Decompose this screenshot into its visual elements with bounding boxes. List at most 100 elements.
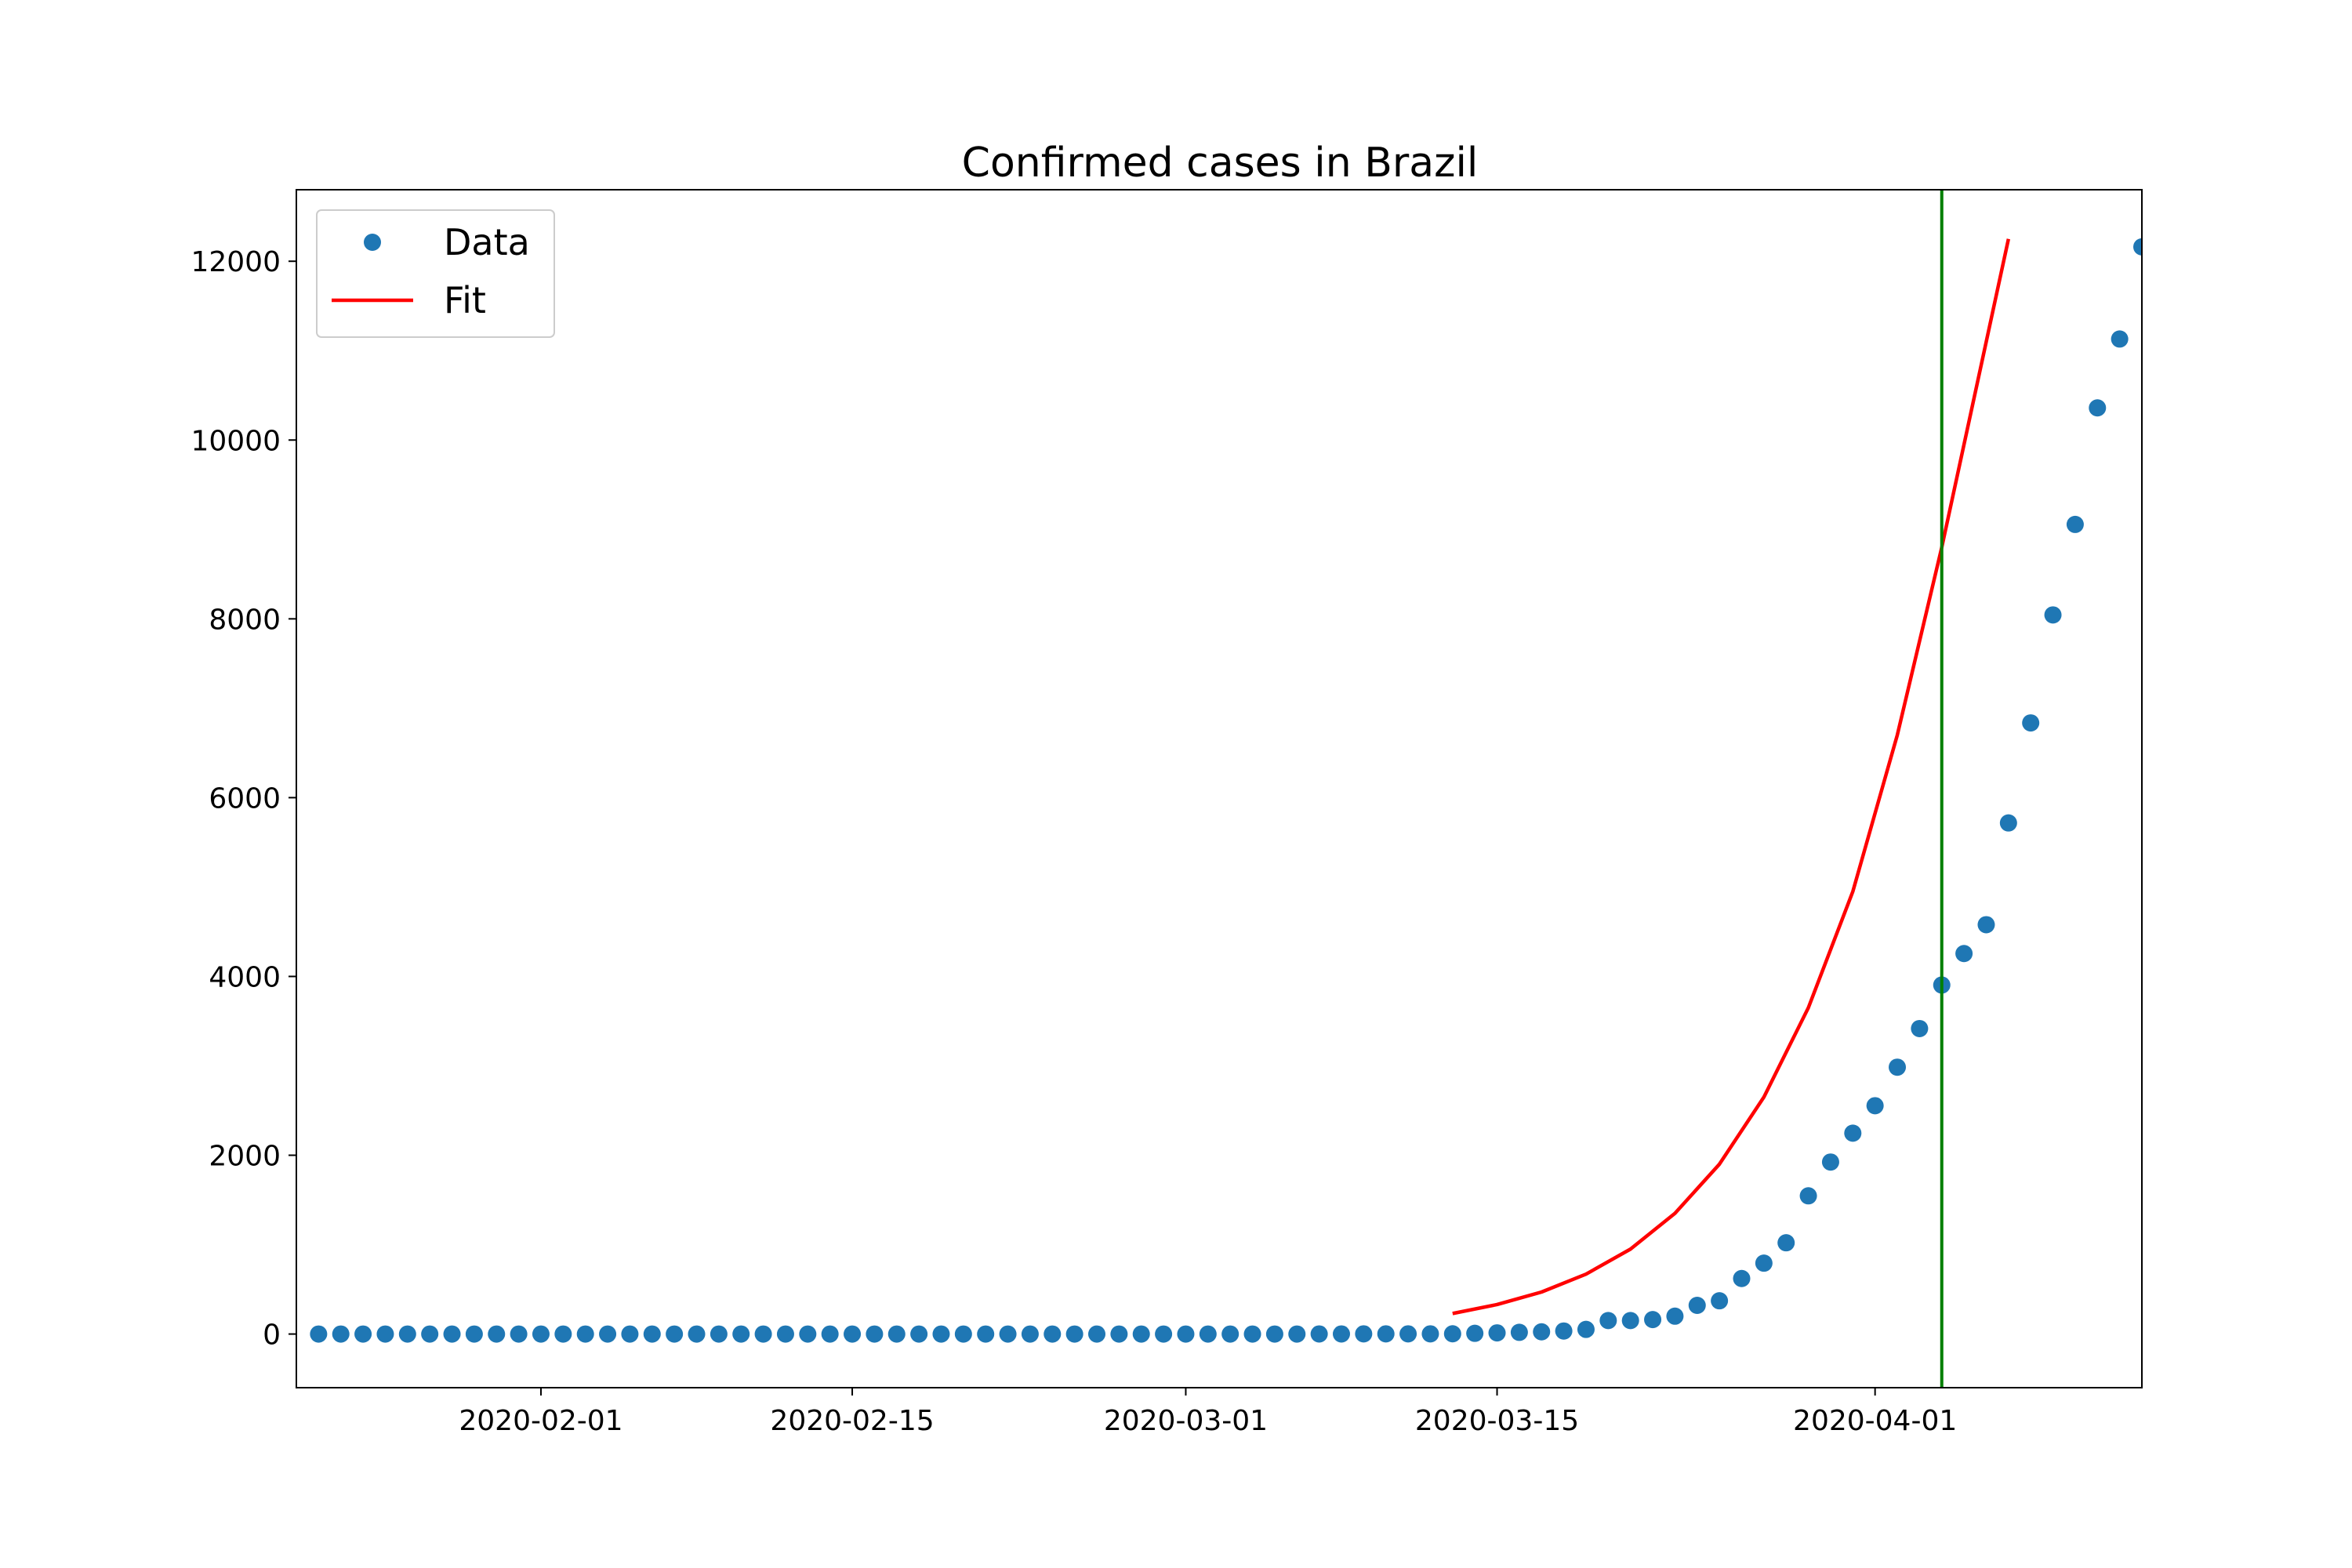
data-point [1733,1269,1751,1287]
data-point [532,1325,550,1343]
y-tick-label: 2000 [209,1141,281,1173]
legend: Data Fit [316,209,555,338]
data-point [1866,1097,1884,1115]
data-point [1155,1325,1173,1343]
data-point [1488,1324,1506,1342]
data-point [999,1325,1017,1343]
data-point [1577,1320,1595,1338]
data-point [1132,1325,1150,1343]
y-tick-label: 6000 [209,782,281,815]
data-point [1443,1325,1461,1343]
data-point [1221,1325,1240,1343]
data-point [1332,1325,1350,1343]
data-point [910,1325,928,1343]
data-point [1466,1324,1484,1342]
data-point [1666,1307,1684,1325]
data-point [443,1325,461,1343]
legend-data-marker [364,234,381,251]
data-point [710,1325,728,1343]
data-point [1510,1323,1528,1341]
data-point [2133,238,2142,256]
data-point [2066,515,2084,533]
data-point [799,1325,817,1343]
chart-title: Confirmed cases in Brazil [962,140,1479,187]
data-point [688,1325,706,1343]
legend-label-data: Data [444,221,530,263]
data-point [398,1325,416,1343]
x-tick-label: 2020-02-01 [459,1405,622,1437]
data-point [1621,1312,1639,1330]
data-point [599,1325,617,1343]
x-tick-label: 2020-03-15 [1415,1405,1579,1437]
data-point [932,1325,950,1343]
data-point [1421,1325,1439,1343]
y-tick-label: 8000 [209,604,281,636]
data-point [1044,1325,1062,1343]
data-point [421,1325,439,1343]
data-point [844,1325,862,1343]
data-point [1889,1058,1907,1076]
x-tick-label: 2020-02-15 [770,1405,934,1437]
data-point [576,1325,594,1343]
y-tick-label: 12000 [191,246,281,278]
data-point [954,1325,972,1343]
data-point [1288,1325,1306,1343]
data-point [2044,606,2062,624]
data-point [1599,1312,1617,1330]
axes: 2020-02-01 2020-02-15 2020-03-01 2020-03-15… [191,189,2143,1437]
data-point [977,1325,995,1343]
data-point [1799,1187,1817,1205]
data-point [1977,916,1995,934]
y-tick-label: 4000 [209,961,281,993]
data-point [1844,1124,1862,1142]
data-point [1777,1234,1795,1252]
data-point [643,1325,661,1343]
data-point [510,1325,528,1343]
plot-area [310,190,2142,1388]
data-point [2089,399,2107,417]
fit-line [1452,238,2011,1316]
data-point [732,1325,750,1343]
data-point [1377,1325,1395,1343]
data-point [1199,1325,1217,1343]
data-point [2022,714,2040,732]
data-point [1310,1325,1328,1343]
x-tick-label: 2020-04-01 [1793,1405,1957,1437]
data-point [1711,1292,1729,1310]
data-point [2111,330,2129,348]
data-point [776,1325,794,1343]
data-point [1265,1325,1283,1343]
data-point [554,1325,572,1343]
data-point [1955,945,1973,963]
data-point [754,1325,772,1343]
data-point [1065,1325,1083,1343]
data-point [887,1325,906,1343]
plot-frame [296,189,2143,1388]
data-point [1533,1323,1551,1341]
data-point [1688,1296,1706,1314]
data-point [1177,1325,1195,1343]
data-point [376,1325,394,1343]
data-point [1355,1325,1373,1343]
data-point [1755,1254,1773,1272]
data-point [1110,1325,1128,1343]
data-point [310,1325,328,1343]
data-point [354,1325,372,1343]
legend-label-fit: Fit [444,279,486,321]
data-point [332,1325,350,1343]
data-point [666,1325,684,1343]
data-point [621,1325,639,1343]
data-point [1243,1325,1261,1343]
data-point [866,1325,884,1343]
data-point [1021,1325,1039,1343]
data-point [1399,1325,1417,1343]
data-point [1644,1311,1662,1329]
data-point [465,1325,483,1343]
data-point [488,1325,506,1343]
data-point [1821,1153,1839,1171]
y-tick-label: 0 [263,1319,281,1352]
data-point [821,1325,839,1343]
data-point [1088,1325,1106,1343]
y-tick-label: 10000 [191,425,281,457]
data-point [1911,1019,1929,1037]
